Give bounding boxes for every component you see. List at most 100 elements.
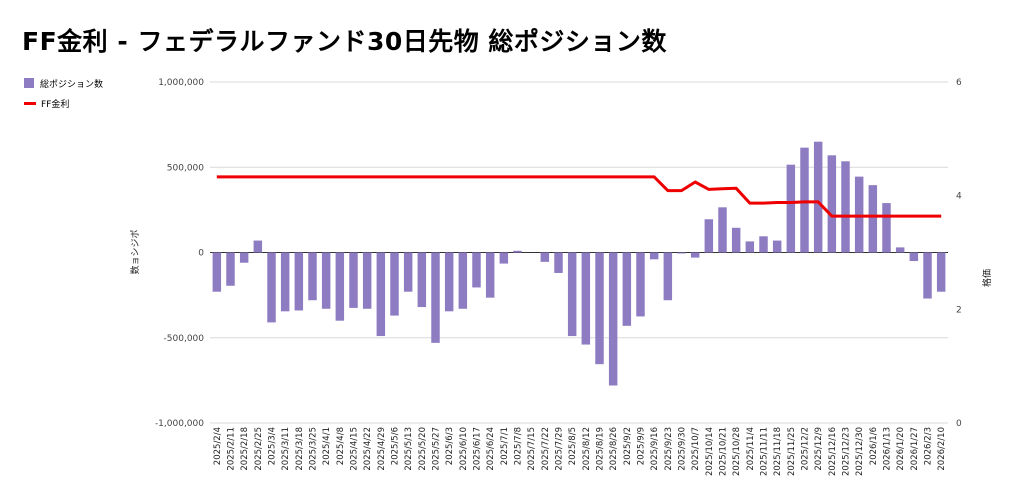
x-tick-label: 2025/2/11 — [227, 427, 237, 471]
x-tick-label: 2025/6/24 — [486, 427, 496, 471]
bar — [212, 252, 222, 292]
x-tick-label: 2025/5/20 — [418, 427, 428, 471]
bar — [718, 207, 727, 253]
bar — [827, 155, 837, 253]
y-axis-left-title: 数ョシジポ — [129, 229, 141, 274]
line-series — [216, 175, 942, 218]
bar — [417, 252, 427, 308]
x-tick-label: 2025/6/17 — [473, 427, 483, 471]
bar — [622, 252, 632, 326]
bar — [485, 252, 495, 298]
bar — [458, 252, 468, 309]
bar — [472, 252, 481, 288]
bar — [800, 147, 809, 253]
x-tick-label: 2025/8/12 — [582, 427, 592, 471]
bar — [868, 185, 878, 253]
bar — [280, 252, 290, 312]
bar — [636, 252, 645, 317]
x-tick-label: 2025/5/13 — [404, 427, 414, 471]
x-tick-label: 2025/10/7 — [691, 427, 701, 471]
bar — [513, 250, 522, 253]
y-axis-right: 6 4 2 0 — [956, 78, 962, 429]
bar — [239, 252, 249, 263]
x-tick-label: 2026/1/6 — [869, 427, 879, 465]
bar — [895, 247, 905, 253]
bar — [595, 252, 604, 365]
y-left-tick-label: 1,000,000 — [158, 78, 204, 88]
x-tick-label: 2026/2/10 — [937, 427, 947, 471]
x-tick-label: 2025/4/15 — [350, 427, 360, 471]
y-right-tick-label: 6 — [956, 78, 962, 88]
x-tick-label: 2025/12/9 — [814, 427, 824, 471]
legend-swatch-bar — [24, 78, 34, 88]
bar — [608, 252, 618, 386]
x-tick-label: 2025/9/30 — [678, 427, 688, 471]
bar — [499, 252, 509, 264]
y-left-tick-label: 500,000 — [167, 163, 204, 173]
x-tick-label: 2025/4/8 — [336, 427, 346, 465]
x-tick-label: 2025/9/16 — [650, 427, 660, 471]
legend: 総ポジション数 FF金利 — [24, 76, 103, 116]
y-right-tick-label: 2 — [956, 305, 962, 315]
x-tick-label: 2025/12/30 — [855, 427, 865, 476]
bar — [390, 252, 399, 316]
bar — [444, 252, 454, 312]
x-tick-label: 2025/8/26 — [609, 427, 619, 471]
x-tick-label: 2025/3/18 — [295, 427, 305, 471]
x-tick-label: 2025/11/18 — [773, 427, 783, 476]
legend-label-ff-rate: FF金利 — [41, 99, 70, 110]
x-tick-label: 2025/4/22 — [363, 427, 373, 471]
x-tick-label: 2025/11/4 — [746, 427, 756, 471]
legend-item-ff-rate: FF金利 — [24, 96, 103, 110]
x-tick-label: 2025/4/29 — [377, 427, 387, 471]
y-right-tick-label: 0 — [956, 419, 962, 429]
legend-swatch-line — [24, 101, 36, 105]
x-tick-label: 2025/2/25 — [254, 427, 264, 471]
bar — [759, 236, 768, 253]
x-tick-label: 2025/7/1 — [500, 427, 510, 465]
bar — [813, 141, 823, 253]
bar — [431, 252, 440, 343]
bar — [253, 240, 263, 253]
x-tick-label: 2025/4/1 — [322, 427, 332, 465]
x-tick-label: 2025/6/3 — [445, 427, 455, 465]
x-tick-label: 2025/7/15 — [527, 427, 537, 471]
x-tick-label: 2025/10/28 — [732, 427, 742, 476]
x-tick-label: 2026/2/3 — [924, 427, 934, 465]
bar — [362, 252, 372, 309]
bar — [841, 161, 850, 253]
x-tick-label: 2025/5/6 — [391, 427, 401, 465]
bar — [663, 252, 673, 301]
bar — [923, 252, 932, 299]
x-tick-label: 2025/3/25 — [309, 427, 319, 471]
bar — [745, 241, 755, 253]
bar — [349, 252, 358, 308]
x-tick-label: 2025/3/11 — [281, 427, 291, 471]
bar — [403, 252, 413, 292]
x-tick-label: 2025/10/14 — [705, 427, 715, 476]
x-tick-label: 2025/11/11 — [760, 427, 770, 476]
bar — [321, 252, 331, 309]
bar — [909, 252, 919, 262]
bar — [267, 252, 276, 323]
bar — [731, 227, 741, 253]
bar — [677, 252, 686, 254]
x-tick-label: 2026/1/27 — [910, 427, 920, 471]
x-tick-label: 2025/7/29 — [555, 427, 565, 471]
x-tick-label: 2025/10/21 — [719, 427, 729, 476]
x-tick-label: 2025/2/4 — [213, 427, 223, 465]
x-tick-label: 2025/7/8 — [514, 427, 524, 465]
bar — [882, 203, 891, 253]
y-left-tick-label: -1,000,000 — [155, 419, 204, 429]
bar — [772, 240, 782, 253]
bar — [308, 252, 317, 301]
x-tick-label: 2025/3/4 — [268, 427, 278, 465]
bar — [554, 252, 563, 273]
x-tick-label: 2025/12/16 — [828, 427, 838, 476]
bar — [567, 252, 577, 337]
legend-item-positions: 総ポジション数 — [24, 76, 103, 90]
bar-series — [212, 141, 946, 386]
x-tick-label: 2026/1/20 — [896, 427, 906, 471]
y-axis-right-title: 格価 — [981, 269, 993, 287]
